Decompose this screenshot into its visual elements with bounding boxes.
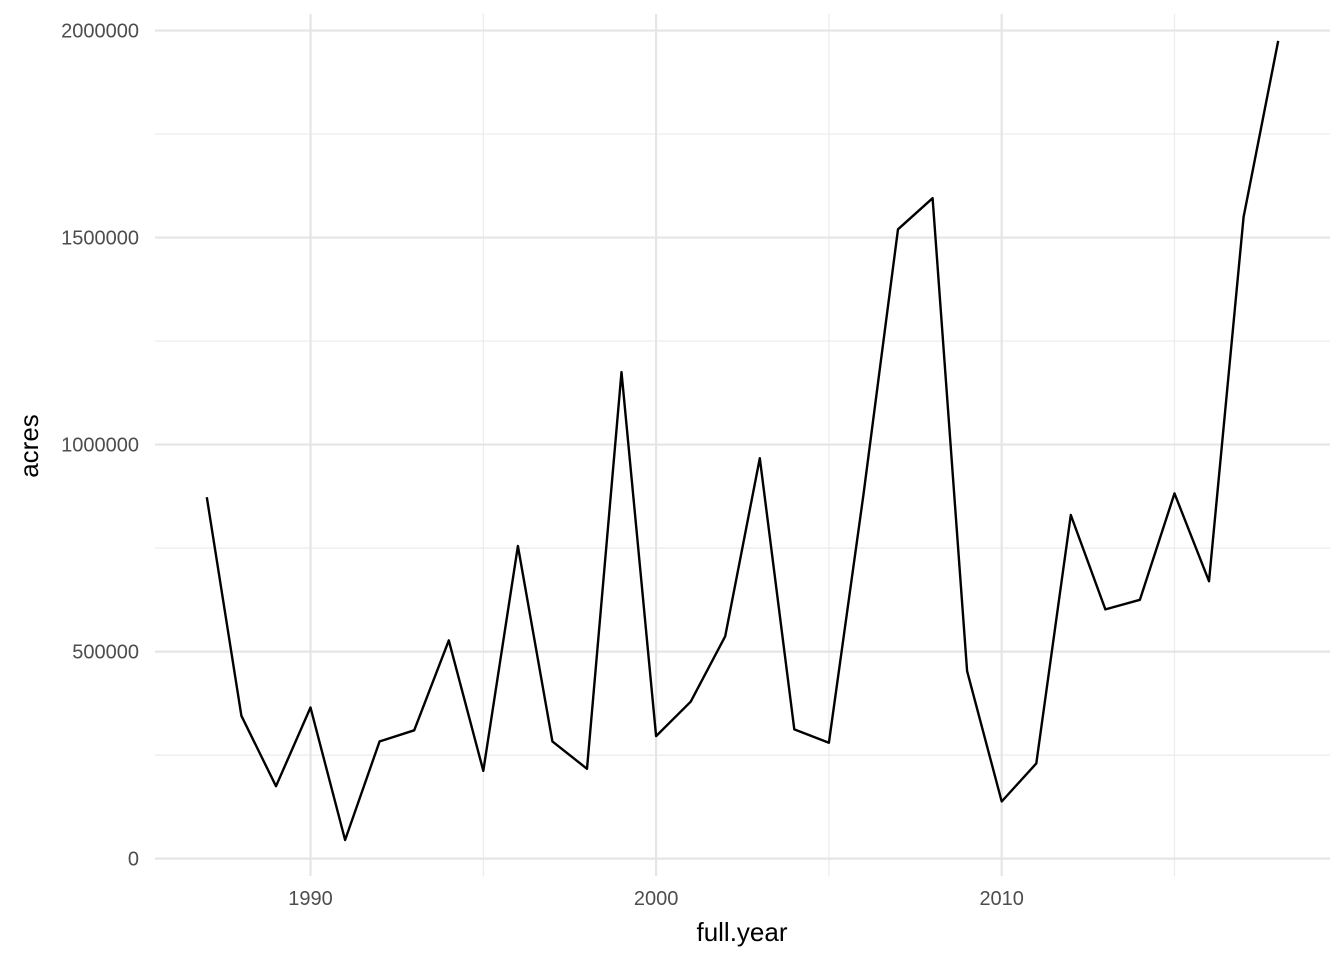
series-layer: [205, 40, 1280, 842]
grid-lines: [155, 14, 1330, 876]
y-axis-title: acres: [14, 414, 44, 478]
y-tick-label: 500000: [72, 642, 139, 664]
y-tick-label: 1000000: [61, 435, 139, 457]
y-tick-label: 0: [128, 849, 139, 871]
y-tick-label: 1500000: [61, 228, 139, 250]
y-tick-label: 2000000: [61, 21, 139, 43]
x-axis-title: full.year: [696, 917, 787, 947]
x-tick-label: 2000: [634, 888, 679, 910]
x-tick-label: 2010: [979, 888, 1024, 910]
series-line: [205, 40, 1280, 842]
x-tick-label: 1990: [288, 888, 333, 910]
y-axis-ticks: 0 500000 1000000 1500000 2000000: [61, 21, 139, 871]
x-axis-ticks: 1990 2000 2010: [288, 888, 1024, 910]
